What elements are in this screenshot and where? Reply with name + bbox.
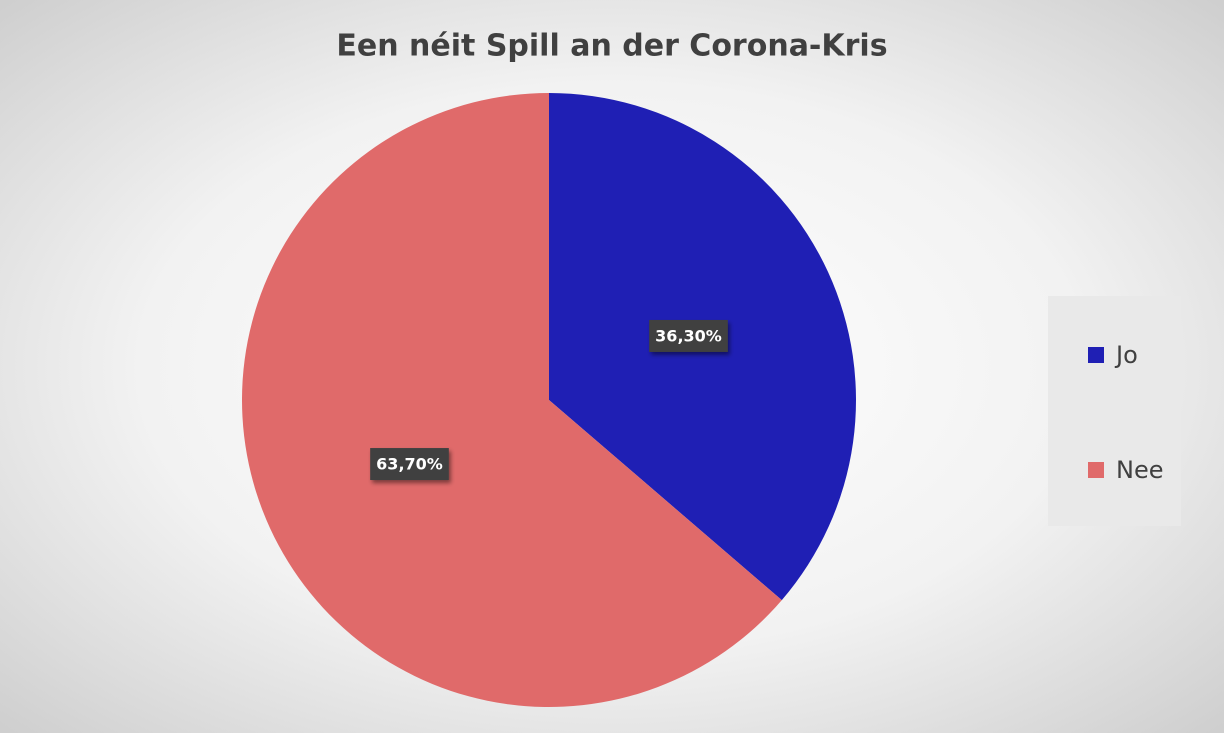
data-label-text: 63,70% xyxy=(376,455,443,474)
pie-slice xyxy=(241,93,782,708)
legend-swatch xyxy=(1088,462,1104,478)
pie xyxy=(241,93,856,708)
legend-box xyxy=(1048,296,1181,526)
legend-label: Nee xyxy=(1116,456,1163,484)
data-labels: 36,30% 63,70% xyxy=(370,319,728,481)
data-label: 36,30% xyxy=(649,319,728,352)
legend: Jo Nee xyxy=(1048,296,1181,526)
data-label-text: 36,30% xyxy=(655,326,722,345)
legend-label: Jo xyxy=(1114,341,1138,369)
legend-swatch xyxy=(1088,347,1104,363)
data-label-box xyxy=(649,319,728,352)
data-label: 63,70% xyxy=(370,448,449,481)
chart-title: Een néit Spill an der Corona-Kris xyxy=(336,29,887,64)
data-label-box xyxy=(370,448,449,481)
